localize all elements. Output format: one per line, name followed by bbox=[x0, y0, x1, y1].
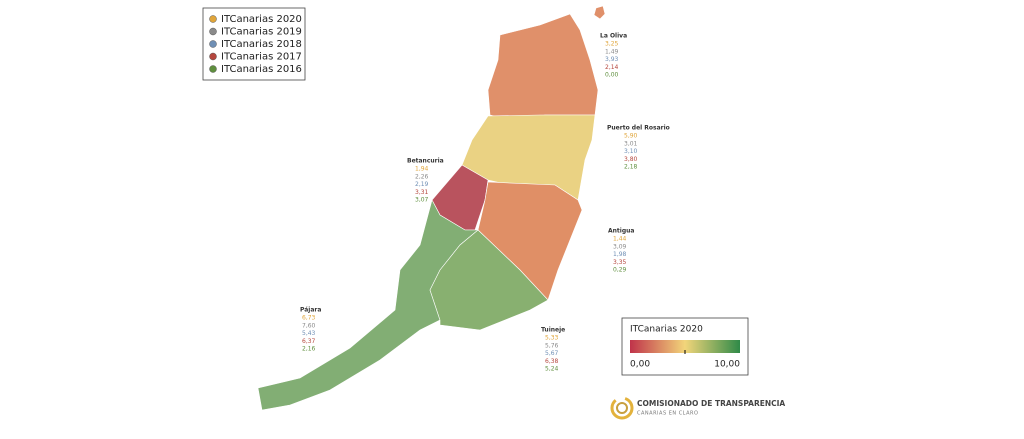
municipality-value: 2,26 bbox=[415, 173, 429, 180]
municipality-value: 2,14 bbox=[605, 64, 619, 71]
municipality-value: 3,80 bbox=[624, 156, 638, 163]
municipality-name: Tuineje bbox=[541, 327, 565, 334]
municipality-value: 3,09 bbox=[613, 243, 627, 250]
municipality-value: 1,44 bbox=[613, 236, 627, 243]
municipality-value: 5,67 bbox=[545, 350, 559, 357]
municipality-value: 7,60 bbox=[302, 322, 316, 329]
legend-label: ITCanarias 2017 bbox=[221, 52, 302, 63]
municipality-value: 1,98 bbox=[613, 251, 627, 258]
municipality-name: Antigua bbox=[608, 228, 634, 235]
municipality-name: Pájara bbox=[300, 307, 321, 314]
municipality-value: 2,18 bbox=[624, 164, 638, 171]
municipality-name: La Oliva bbox=[600, 33, 627, 40]
island-map bbox=[257, 5, 606, 411]
municipality-value: 5,43 bbox=[302, 330, 316, 337]
logo-title: COMISIONADO DE TRANSPARENCIA bbox=[637, 399, 785, 408]
legend-label: ITCanarias 2016 bbox=[221, 64, 302, 75]
logo-icon-inner bbox=[616, 402, 628, 414]
municipality-value: 1,94 bbox=[415, 166, 429, 173]
municipality-value: 0,00 bbox=[605, 72, 619, 79]
colorbar-max: 10,00 bbox=[714, 360, 740, 370]
municipality-value: 3,25 bbox=[605, 41, 619, 48]
municipality-value: 3,01 bbox=[624, 140, 638, 147]
municipality-value: 5,24 bbox=[545, 366, 559, 373]
region-tuineje bbox=[429, 229, 549, 331]
logo-subtitle: CANARIAS EN CLARO bbox=[637, 411, 698, 417]
municipality-value: 5,90 bbox=[624, 133, 638, 140]
legend-label: ITCanarias 2018 bbox=[221, 39, 302, 50]
municipality-value: 5,33 bbox=[545, 335, 559, 342]
colorbar-gradient bbox=[630, 340, 740, 353]
logo-icon bbox=[610, 396, 634, 420]
municipality-value: 3,93 bbox=[605, 56, 619, 63]
municipality-name: Betancuria bbox=[407, 158, 444, 165]
municipality-name: Puerto del Rosario bbox=[607, 125, 670, 132]
municipality-value: 6,73 bbox=[302, 315, 316, 322]
logo: COMISIONADO DE TRANSPARENCIA CANARIAS EN… bbox=[610, 396, 785, 420]
municipality-value: 3,31 bbox=[415, 189, 429, 196]
region-la-oliva bbox=[487, 13, 599, 121]
municipality-value: 6,37 bbox=[302, 338, 316, 345]
municipality-value: 2,19 bbox=[415, 181, 429, 188]
municipality-value: 3,07 bbox=[415, 197, 429, 204]
municipality-value: 2,16 bbox=[302, 346, 316, 353]
municipality-value: 3,35 bbox=[613, 259, 627, 266]
legend-label: ITCanarias 2019 bbox=[221, 27, 302, 38]
colorbar: ITCanarias 2020 0,00 10,00 bbox=[621, 317, 749, 376]
legend-swatch bbox=[209, 15, 217, 23]
legend-swatch bbox=[209, 27, 217, 36]
islet bbox=[593, 5, 606, 20]
municipality-value: 6,38 bbox=[545, 358, 559, 365]
legend-swatch bbox=[209, 40, 217, 48]
municipality-value: 0,29 bbox=[613, 267, 627, 274]
municipality-value: 3,10 bbox=[624, 148, 638, 155]
legend-swatch bbox=[209, 52, 217, 61]
legend-box bbox=[202, 7, 306, 81]
colorbar-title: ITCanarias 2020 bbox=[630, 325, 703, 335]
municipality-value: 1,49 bbox=[605, 48, 619, 55]
region-antigua bbox=[477, 181, 583, 301]
municipality-value: 5,76 bbox=[545, 342, 559, 349]
legend-label: ITCanarias 2020 bbox=[221, 14, 302, 25]
colorbar-min: 0,00 bbox=[630, 360, 650, 370]
legend-swatch bbox=[209, 65, 217, 73]
